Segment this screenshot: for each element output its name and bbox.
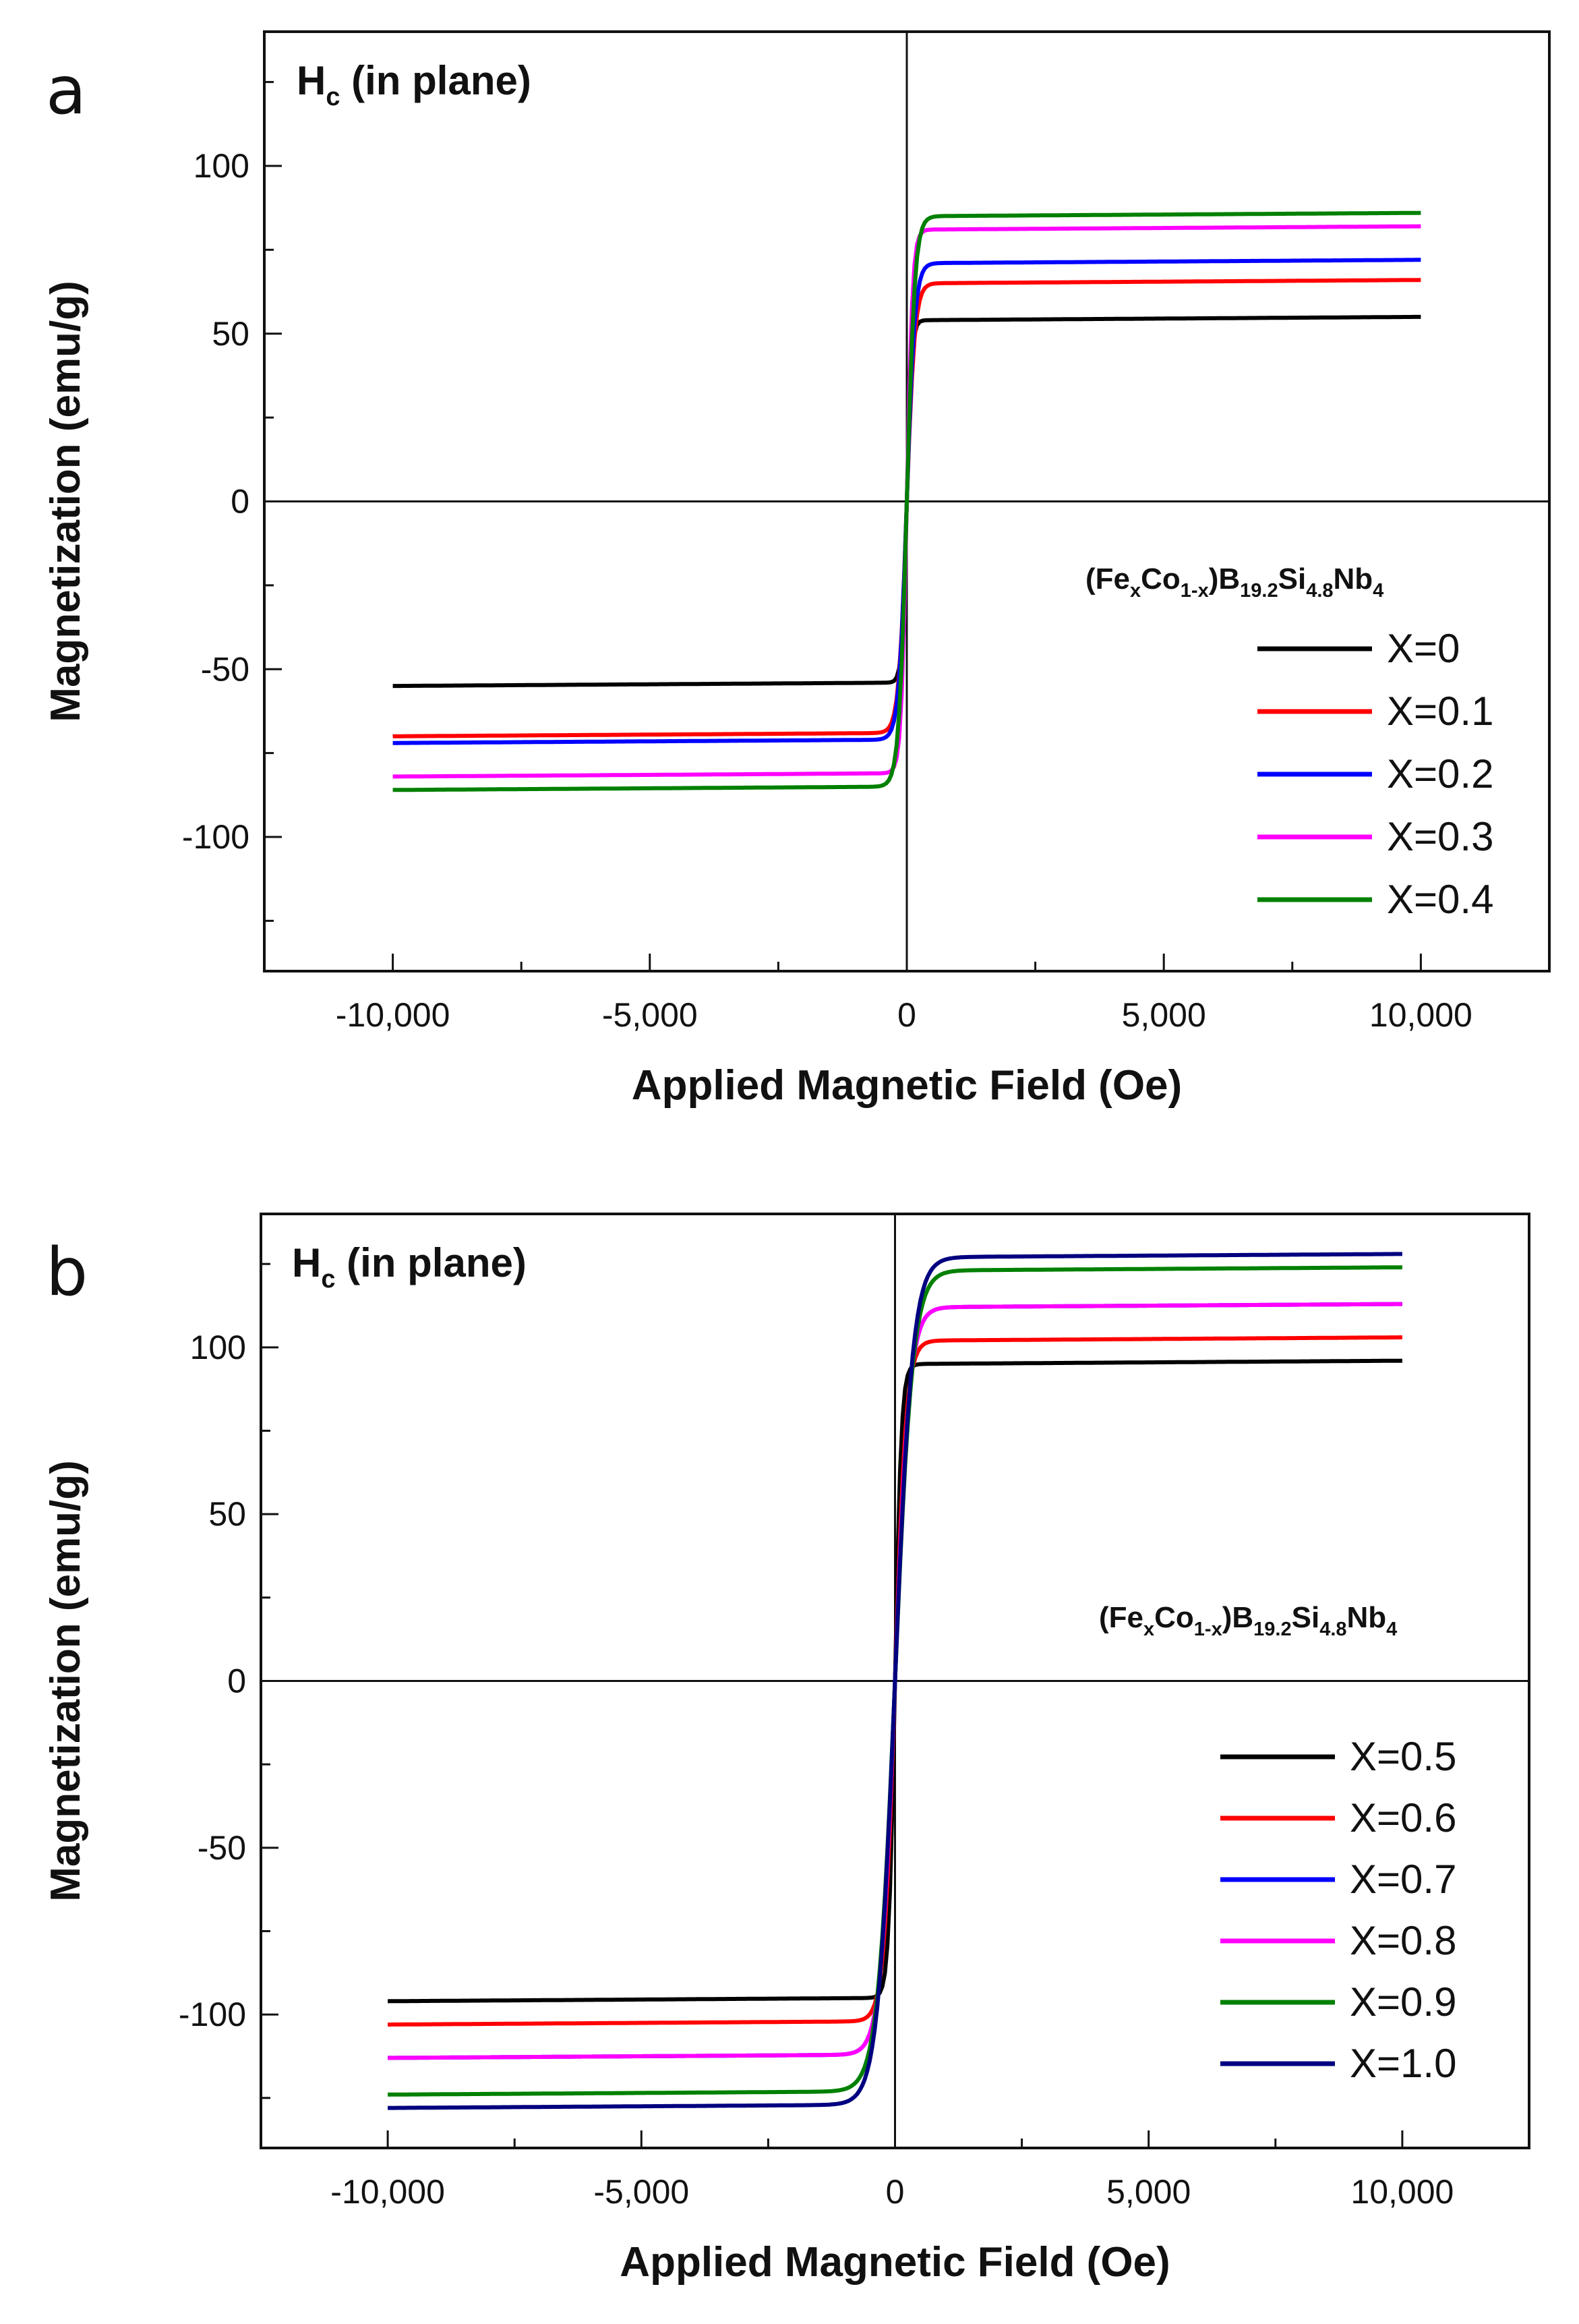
legend-entry: X=0.8 — [1350, 1918, 1456, 1963]
legend-entry: X=0 — [1387, 626, 1460, 671]
formula-part: (Fe — [1085, 562, 1130, 595]
panel-title-main: H — [292, 1240, 321, 1285]
panel-title: Hc (in plane) — [292, 1240, 527, 1294]
formula-part: (Fe — [1099, 1601, 1143, 1634]
legend-entry: X=0.9 — [1350, 1979, 1456, 2025]
formula-part: Nb — [1334, 562, 1373, 595]
legend-entry: X=0.7 — [1350, 1857, 1456, 1902]
x-axis-label: Applied Magnetic Field (Oe) — [632, 1062, 1182, 1109]
x-tick-label: -10,000 — [330, 2173, 445, 2211]
formula-subscript: 1-x — [1181, 580, 1209, 602]
x-tick-label: 0 — [897, 996, 916, 1034]
x-tick-label: 10,000 — [1369, 996, 1472, 1034]
legend-entry: X=0.1 — [1387, 689, 1493, 734]
legend-entry: X=0.6 — [1350, 1795, 1456, 1840]
panel-letter: b — [46, 1234, 88, 1311]
formula-part: )B — [1209, 562, 1240, 595]
series-line-X-1-0 — [388, 1252, 1402, 2110]
y-tick-label: -100 — [182, 818, 249, 856]
legend-entry: X=0.5 — [1350, 1734, 1456, 1779]
y-axis-label: Magnetization (emu/g) — [42, 1460, 89, 1901]
y-tick-label: 50 — [208, 1495, 246, 1533]
x-tick-label: -5,000 — [593, 2173, 689, 2211]
legend-entry: X=0.4 — [1387, 877, 1493, 922]
formula-subscript: x — [1130, 580, 1141, 602]
formula-part: Nb — [1347, 1601, 1387, 1634]
y-tick-label: 50 — [212, 315, 249, 353]
panel-title-main: H — [297, 58, 326, 103]
panel-title: Hc (in plane) — [297, 58, 531, 111]
formula-subscript: 19.2 — [1253, 1619, 1291, 1640]
formula-part: Si — [1292, 1601, 1320, 1634]
y-tick-label: 100 — [190, 1329, 246, 1366]
y-tick-label: -50 — [198, 1829, 246, 1867]
panel-letter: a — [46, 53, 86, 129]
chart-panel-b: -10,000 -5,000 0 5,000 10,000 -100 -50 0 50 100 Ap… — [42, 1213, 1530, 2286]
y-tick-label: -100 — [179, 1996, 246, 2033]
y-tick-label: 0 — [227, 1662, 246, 1700]
formula-subscript: x — [1143, 1619, 1154, 1640]
x-axis-label: Applied Magnetic Field (Oe) — [620, 2239, 1170, 2286]
y-tick-label: 0 — [231, 483, 249, 521]
formula-subscript: 1-x — [1194, 1619, 1222, 1640]
series-line-X-0-4 — [392, 210, 1421, 792]
panel-title-sub: c — [321, 1265, 335, 1294]
formula-part: Co — [1154, 1601, 1194, 1634]
y-tick-label: -50 — [201, 650, 249, 688]
legend-entry: X=0.2 — [1387, 751, 1493, 796]
composition-formula: (FexCo1-x)B19.2Si4.8Nb4 — [1099, 1601, 1397, 1640]
formula-subscript: 19.2 — [1240, 580, 1278, 602]
panel-title-suffix: (in plane) — [340, 58, 531, 103]
chart-panel-a: -10,000 -5,000 0 5,000 10,000 -100 -50 0 50 100 Ap… — [42, 30, 1551, 1109]
formula-subscript: 4 — [1373, 580, 1383, 602]
formula-part: Si — [1278, 562, 1307, 595]
x-tick-label: 5,000 — [1106, 2173, 1191, 2211]
formula-subscript: 4 — [1386, 1619, 1397, 1640]
legend-entry: X=1.0 — [1350, 2041, 1456, 2086]
formula-part: Co — [1141, 562, 1181, 595]
y-axis-label: Magnetization (emu/g) — [42, 281, 89, 722]
legend-entry: X=0.3 — [1387, 814, 1493, 859]
formula-part: )B — [1222, 1601, 1253, 1634]
x-tick-label: 0 — [886, 2173, 905, 2211]
x-tick-label: -5,000 — [602, 996, 698, 1034]
x-tick-label: 5,000 — [1122, 996, 1206, 1034]
panel-title-sub: c — [326, 83, 340, 111]
panel-title-suffix: (in plane) — [335, 1240, 526, 1285]
composition-formula: (FexCo1-x)B19.2Si4.8Nb4 — [1085, 562, 1383, 602]
x-tick-label: 10,000 — [1350, 2173, 1454, 2211]
y-tick-label: 100 — [193, 147, 249, 185]
formula-subscript: 4.8 — [1306, 580, 1333, 602]
x-tick-label: -10,000 — [336, 996, 450, 1034]
formula-subscript: 4.8 — [1319, 1619, 1346, 1640]
